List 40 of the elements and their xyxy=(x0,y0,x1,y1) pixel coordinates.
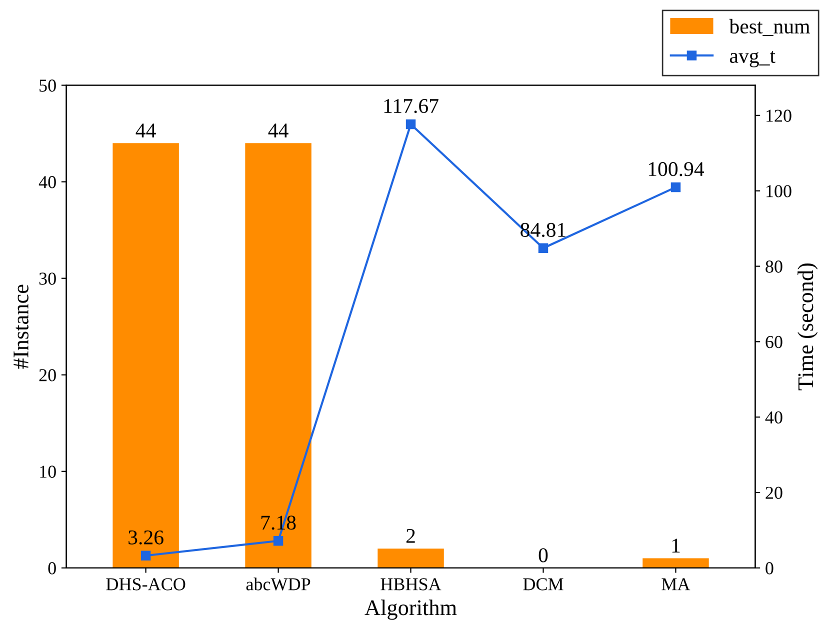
bar xyxy=(642,558,709,568)
y-tick-label: 30 xyxy=(39,272,56,285)
y-tick-label: 20 xyxy=(39,369,56,382)
data-label: 44 xyxy=(268,124,288,138)
x-tick-label: DHS-ACO xyxy=(106,578,186,590)
point xyxy=(273,536,284,546)
data-label: 100.94 xyxy=(648,162,704,176)
legend-label: best_num xyxy=(729,18,810,36)
data-label: 117.67 xyxy=(384,99,438,114)
y2-tick-label: 60 xyxy=(766,336,782,348)
data-label: 44 xyxy=(136,124,156,138)
data-label: 0 xyxy=(538,548,548,562)
point xyxy=(140,550,151,560)
x-tick-label: DCM xyxy=(523,578,564,590)
y2-tick-label: 40 xyxy=(765,411,782,424)
x-tick-label: abcWDP xyxy=(246,578,310,590)
y2-tick-label: 120 xyxy=(766,110,792,122)
bar xyxy=(378,548,444,568)
y2-tick-label: 100 xyxy=(766,185,792,198)
y-axis-title: #Instance xyxy=(14,284,28,369)
data-label: 2 xyxy=(406,529,415,543)
x-tick-label: MA xyxy=(662,578,690,590)
y2-axis-title: Time (second) xyxy=(798,263,818,390)
point xyxy=(538,243,548,253)
bar xyxy=(245,143,312,568)
y-tick-label: 0 xyxy=(48,562,56,574)
y2-tick-label: 0 xyxy=(766,562,774,574)
data-label: 1 xyxy=(672,538,680,552)
y2-tick-label: 20 xyxy=(766,486,782,499)
x-axis-title: Algorithm xyxy=(364,600,457,620)
data-label: 3.26 xyxy=(128,530,164,545)
point xyxy=(406,119,416,130)
point xyxy=(670,182,681,192)
bar xyxy=(112,143,179,568)
x-tick-label: HBHSA xyxy=(380,578,442,590)
y-tick-label: 10 xyxy=(40,466,56,478)
y-tick-label: 50 xyxy=(40,80,56,92)
y2-tick-label: 80 xyxy=(766,260,782,273)
y-tick-label: 40 xyxy=(38,176,56,188)
legend-label: avg_t xyxy=(730,51,776,68)
